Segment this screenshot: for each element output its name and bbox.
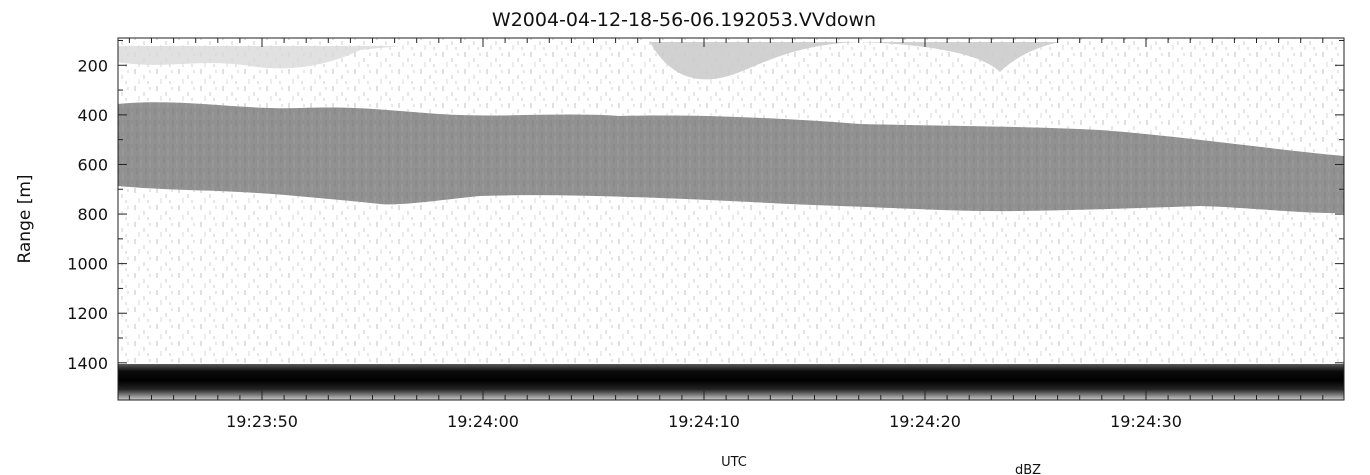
y-tick-label: 1400: [67, 354, 108, 373]
x-tick-label: 19:24:10: [668, 412, 740, 431]
upper-echo-layer: [118, 102, 1344, 214]
plot-area: [118, 38, 1344, 400]
y-axis-label: Range [m]: [15, 174, 35, 263]
x-tick-label: 19:24:30: [1110, 412, 1182, 431]
upper-faint-echo-center: [650, 42, 1060, 80]
clutter-speckle: [118, 38, 1344, 400]
y-tick-label: 1200: [67, 304, 108, 323]
lower-strong-band: [118, 364, 1344, 400]
x-axis: 19:23:50 19:24:00 19:24:10 19:24:20 19:24:30: [128, 38, 1324, 431]
x-tick-label: 19:24:20: [889, 412, 961, 431]
y-tick-label: 400: [77, 106, 108, 125]
chart-title: W2004-04-12-18-56-06.192053.VVdown: [492, 9, 876, 31]
x-tick-label: 19:23:50: [226, 412, 298, 431]
colorbar-label: dBZ: [1015, 463, 1041, 475]
y-tick-label: 800: [77, 205, 108, 224]
y-tick-label: 600: [77, 155, 108, 174]
y-tick-label: 1000: [67, 255, 108, 274]
x-axis-label: UTC: [721, 455, 747, 470]
y-axis: 200 400 600 800 1000 1200 1400: [67, 39, 1344, 389]
x-tick-label: 19:24:00: [447, 412, 519, 431]
upper-faint-echo: [118, 38, 400, 69]
y-tick-label: 200: [77, 56, 108, 75]
plot-frame: [117, 37, 1345, 401]
